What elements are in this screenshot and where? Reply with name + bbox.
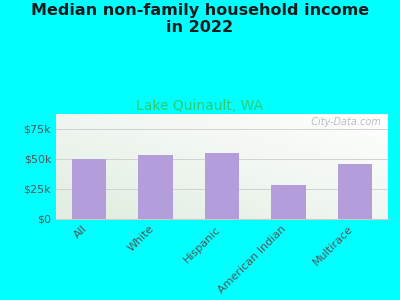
Bar	[138, 155, 173, 219]
Text: Lake Quinault, WA: Lake Quinault, WA	[136, 99, 264, 113]
Text: City-Data.com: City-Data.com	[306, 117, 381, 127]
Text: Median non-family household income
in 2022: Median non-family household income in 20…	[31, 3, 369, 35]
Bar	[205, 153, 239, 219]
Bar	[72, 159, 106, 219]
Bar	[338, 164, 372, 219]
Bar	[271, 185, 306, 219]
